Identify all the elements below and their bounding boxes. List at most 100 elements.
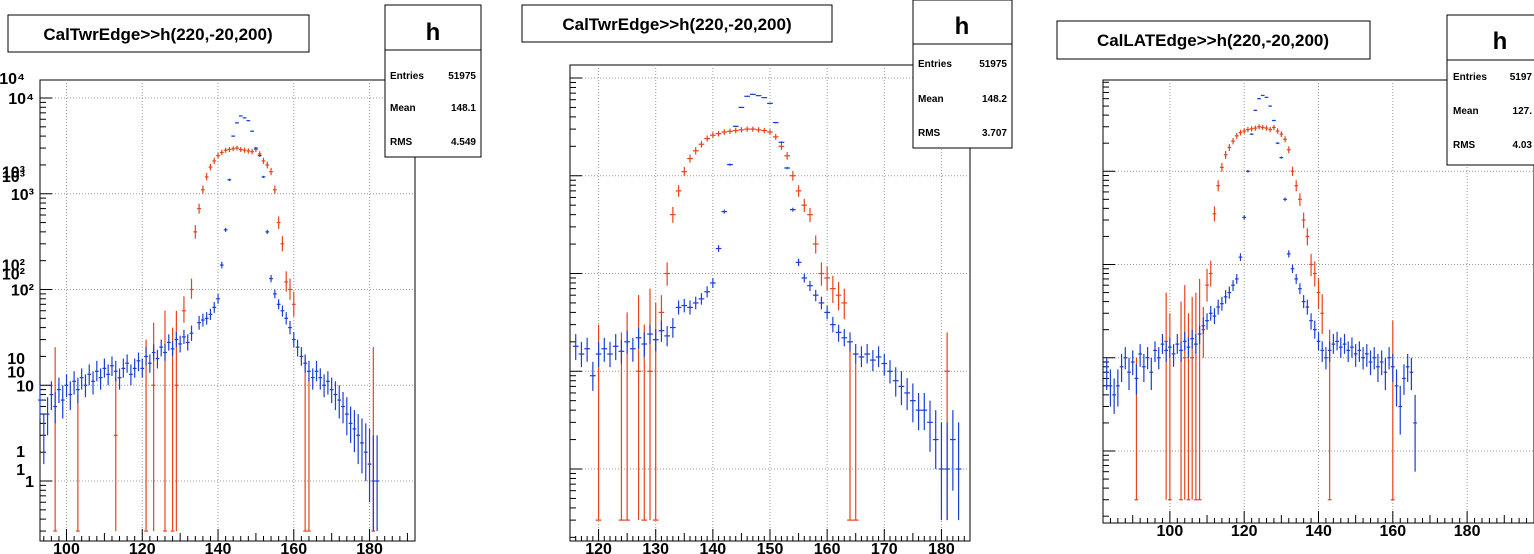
data-point [618, 339, 625, 364]
data-point [174, 310, 179, 532]
data-point [151, 343, 156, 361]
data-point [1320, 341, 1325, 363]
data-point [1286, 250, 1291, 258]
data-point [1286, 146, 1291, 154]
data-point [163, 310, 167, 532]
data-point [352, 410, 357, 453]
data-point [223, 227, 228, 232]
data-point [250, 130, 255, 132]
data-point [932, 410, 939, 469]
data-point [1272, 124, 1276, 130]
stats-box-frame [1446, 14, 1534, 166]
data-point [132, 358, 137, 378]
data-point [675, 185, 682, 197]
data-point [1242, 128, 1247, 134]
data-point [1182, 285, 1187, 500]
data-point [641, 324, 648, 521]
x-tick-label: 180 [1454, 523, 1481, 540]
data-point [1231, 280, 1235, 291]
data-point [647, 288, 653, 521]
data-point [590, 361, 596, 391]
data-point [272, 185, 277, 194]
data-point [1309, 313, 1313, 330]
data-point [280, 236, 285, 252]
panel-title: CalLATEdge>>h(220,-20,200) [1097, 31, 1329, 50]
data-point [1394, 369, 1399, 407]
panel-title-box [1056, 20, 1371, 60]
data-point [314, 360, 319, 382]
data-point [246, 120, 251, 122]
data-point [675, 300, 682, 315]
data-point [732, 125, 739, 128]
data-point [1223, 290, 1228, 304]
data-point [1253, 125, 1258, 131]
data-point [238, 146, 243, 152]
data-point [1116, 369, 1120, 407]
data-point [738, 127, 745, 133]
stats-rms-label: RMS [918, 128, 941, 139]
data-point [801, 198, 808, 213]
y-tick-label: 10 [7, 351, 25, 368]
data-point [1346, 341, 1351, 363]
data-point [1316, 277, 1321, 310]
y-tick-label: 10² [2, 267, 25, 284]
data-point [898, 371, 905, 406]
data-point [630, 337, 636, 362]
data-point [284, 312, 289, 325]
data-point [1364, 344, 1369, 367]
data-point [1268, 126, 1273, 133]
data-point [216, 152, 220, 159]
data-point [212, 302, 217, 313]
data-point [204, 312, 209, 325]
data-point [704, 135, 710, 142]
stats-mean-value: 148.1 [451, 103, 476, 114]
data-point [303, 356, 308, 532]
data-point [1305, 299, 1310, 315]
data-point [235, 122, 239, 124]
data-point [98, 368, 103, 390]
data-point [288, 278, 292, 300]
y-tick-label: 10 [16, 378, 34, 395]
data-point [325, 371, 330, 395]
data-point [75, 377, 80, 404]
data-point [1194, 292, 1198, 501]
panel-title: CalTwrEdge>>h(220,-20,200) [562, 15, 791, 34]
data-point [219, 261, 224, 269]
y-tick-label: 10⁴ [8, 91, 34, 108]
data-point [812, 235, 819, 254]
stats-rms-value: 4.03 [1513, 140, 1533, 151]
data-point [197, 315, 201, 330]
data-point [938, 422, 945, 521]
data-point [200, 185, 205, 194]
data-point [185, 334, 190, 351]
data-point [1279, 156, 1284, 159]
data-point [310, 368, 315, 390]
data-point [170, 340, 175, 357]
stats-entries-value: 5197 [1510, 72, 1533, 83]
data-point [692, 147, 699, 155]
data-point [1260, 94, 1265, 97]
data-point [921, 392, 928, 431]
data-point [670, 206, 676, 223]
y-tick-label: 10³ [11, 187, 34, 204]
data-point [772, 133, 779, 140]
data-point [1268, 105, 1273, 107]
data-point [189, 278, 194, 299]
data-point [824, 305, 830, 320]
data-point [159, 339, 164, 357]
x-tick-label: 130 [642, 541, 669, 554]
y-tick-label: 1 [25, 474, 34, 491]
x-tick-label: 160 [280, 541, 307, 554]
data-point [337, 385, 342, 419]
data-point [1205, 268, 1209, 302]
data-point [178, 335, 183, 353]
data-point [113, 360, 118, 382]
data-point [1216, 180, 1221, 192]
data-point [193, 225, 198, 239]
data-point [1335, 331, 1339, 351]
data-point [144, 347, 148, 366]
y-tick-label: 10² [2, 258, 25, 275]
data-point [216, 293, 220, 304]
data-point [45, 397, 50, 436]
x-tick-label: 180 [928, 541, 955, 554]
